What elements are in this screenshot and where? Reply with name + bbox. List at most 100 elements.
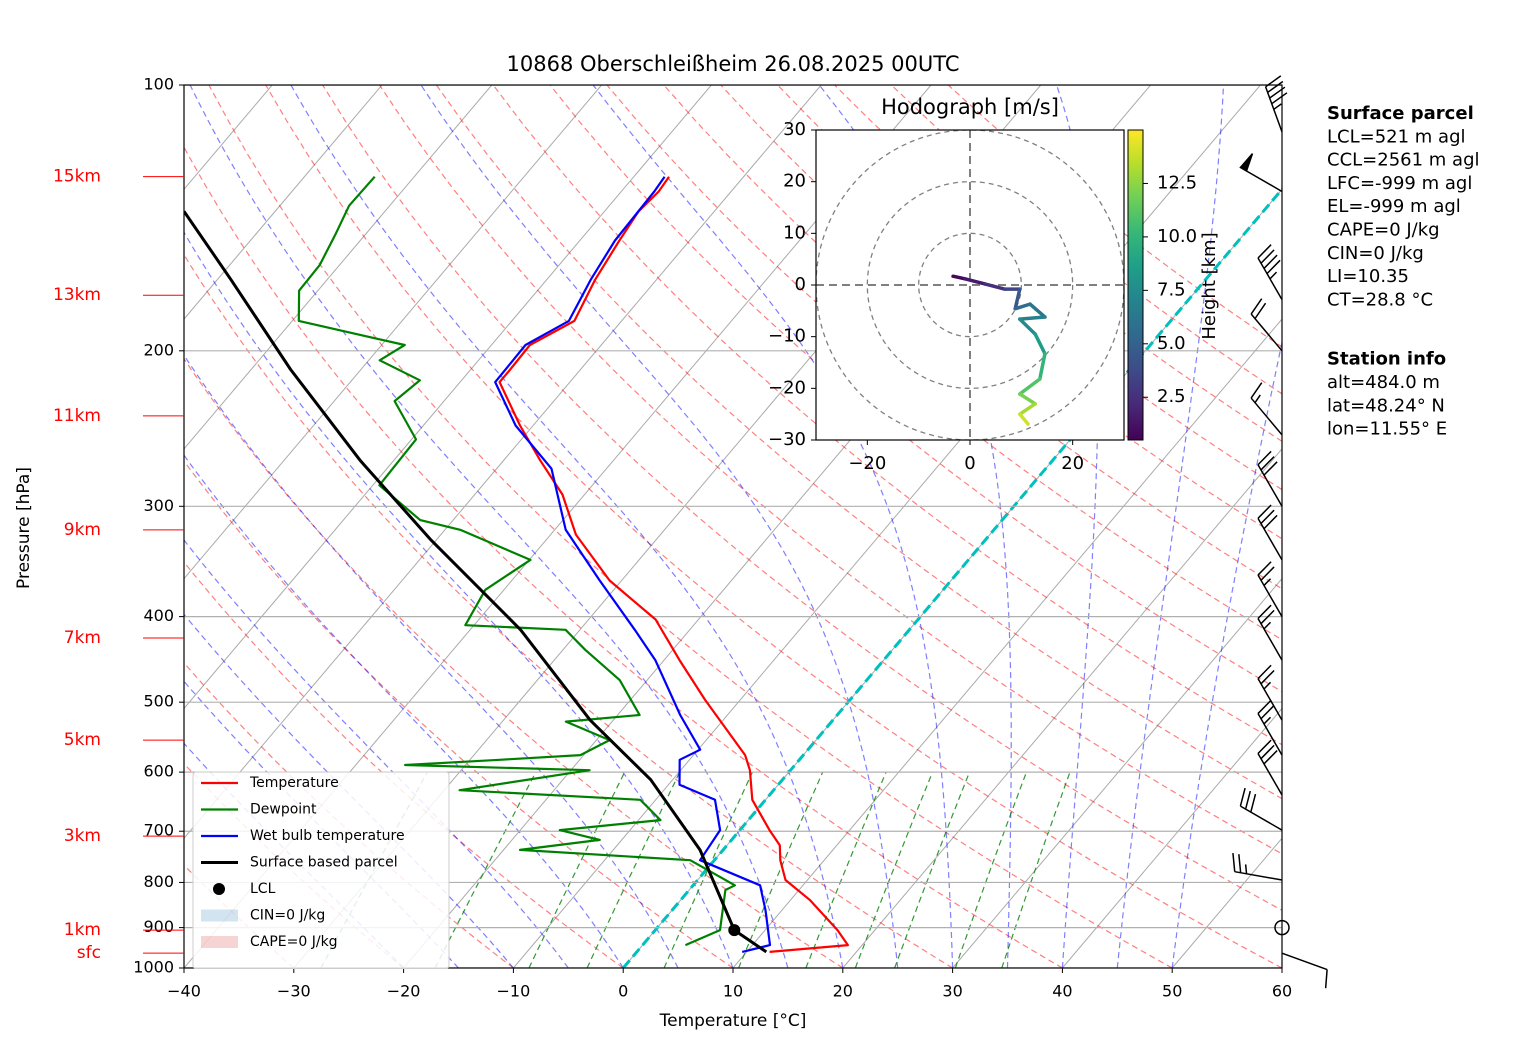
moist-adiabat (189, 85, 789, 968)
isotherm (1171, 837, 1282, 968)
wind-barb (1257, 739, 1283, 796)
height-label: sfc (77, 943, 101, 963)
legend-swatch (213, 883, 225, 895)
wind-barb (1257, 450, 1283, 507)
info-line: EL=-999 m agl (1327, 196, 1461, 217)
mixing-ratio-line (434, 771, 537, 968)
info-line: CIN=0 J/kg (1327, 243, 1424, 264)
wind-barb (1250, 382, 1283, 436)
x-tick-label: 50 (1162, 982, 1182, 1001)
hodograph-segment (1013, 287, 1022, 311)
dry-adiabat (184, 460, 734, 968)
moist-adiabat (184, 354, 679, 968)
wind-barb (1250, 298, 1283, 352)
isotherm (1281, 967, 1282, 968)
wind-barb (1257, 504, 1283, 561)
hodograph-segment (1018, 317, 1037, 336)
legend-swatch (201, 909, 238, 922)
mixing-ratio-line (894, 771, 971, 968)
wind-barb (1257, 604, 1283, 661)
profile-line (498, 176, 849, 953)
legend-label: Surface based parcel (250, 855, 398, 871)
x-tick-label: −30 (277, 982, 311, 1001)
hodograph-y-tick-label: −20 (768, 377, 806, 398)
isotherm (184, 85, 712, 710)
hodograph-segment (1013, 302, 1032, 311)
dry-adiabat (184, 357, 844, 968)
info-heading: Surface parcel (1327, 103, 1474, 124)
hodograph-segment (1018, 377, 1042, 396)
hodograph-ring (866, 181, 1074, 389)
hodograph-segment (1018, 315, 1047, 321)
isotherm (184, 85, 383, 320)
colorbar-tick-label: 10.0 (1157, 226, 1197, 247)
y-tick-label: 200 (143, 340, 174, 359)
info-line: LCL=521 m agl (1327, 126, 1466, 147)
wind-barb (1257, 664, 1283, 721)
hodograph-y-tick-label: −10 (768, 326, 806, 347)
hodograph-y-tick-label: 30 (783, 119, 806, 140)
y-tick-label: 400 (143, 606, 174, 625)
height-label: 7km (64, 628, 101, 648)
wind-barb (1257, 561, 1283, 617)
hodograph-segment (1028, 302, 1047, 319)
height-label: 15km (53, 167, 101, 187)
height-label: 9km (64, 520, 101, 540)
moist-adiabat (1116, 85, 1225, 968)
height-label: 13km (53, 285, 101, 305)
profile-line (494, 176, 772, 953)
legend-label: Wet bulb temperature (250, 828, 405, 844)
dry-adiabat (208, 85, 1173, 968)
mixing-ratio-line (854, 771, 934, 968)
info-line: alt=484.0 m (1327, 372, 1440, 393)
dry-adiabat (379, 85, 1282, 855)
legend-label: Temperature (249, 775, 339, 791)
height-label: 3km (64, 826, 101, 846)
dry-adiabat (184, 561, 624, 968)
hodograph-segment (1018, 392, 1037, 406)
colorbar-tick-label: 2.5 (1157, 386, 1186, 407)
isotherm (842, 448, 1282, 968)
hodograph-segment (1033, 332, 1047, 356)
colorbar-label: Height [km] (1199, 232, 1220, 339)
height-label: 11km (53, 406, 101, 426)
moist-adiabat (184, 231, 734, 968)
x-tick-label: −40 (167, 982, 201, 1001)
wind-barb (1257, 699, 1283, 756)
x-tick-label: −20 (387, 982, 421, 1001)
hodograph-y-tick-label: −30 (768, 429, 806, 450)
legend: Temperature Dewpoint Wet bulb temperature S… (192, 771, 450, 969)
info-line: CCL=2561 m agl (1327, 150, 1480, 171)
profile-line (184, 210, 768, 954)
info-line: CT=28.8 °C (1327, 289, 1433, 310)
profile-line (297, 175, 736, 947)
freezing-isotherm (622, 186, 1282, 968)
legend-label: CAPE=0 J/kg (250, 934, 338, 950)
x-tick-label: 10 (723, 982, 743, 1001)
dry-adiabat (265, 85, 1282, 968)
legend-label: LCL (250, 881, 276, 897)
y-tick-label: 800 (143, 872, 174, 891)
colorbar-tick-label: 12.5 (1157, 172, 1197, 193)
hodograph-segment (983, 282, 1007, 291)
x-tick-label: 40 (1052, 982, 1072, 1001)
moist-adiabat (184, 613, 514, 968)
hodograph-ring (918, 232, 1022, 338)
x-tick-label: −10 (497, 982, 531, 1001)
mixing-ratio-line (528, 771, 626, 968)
info-line: lon=11.55° E (1327, 419, 1447, 440)
y-tick-label: 300 (143, 496, 174, 515)
hodograph-y-tick-label: 10 (783, 222, 806, 243)
dry-adiabat (184, 253, 953, 968)
chart-title: 10868 Oberschleißheim 26.08.2025 00UTC (507, 52, 960, 76)
isotherm (184, 85, 602, 580)
hodograph-y-tick-label: 20 (783, 171, 806, 192)
wind-barb (1264, 75, 1288, 133)
y-tick-label: 900 (143, 917, 174, 936)
isotherm (732, 318, 1282, 968)
colorbar-tick-label: 5.0 (1157, 333, 1186, 354)
moist-adiabat (420, 85, 899, 968)
colorbar (1127, 129, 1144, 441)
